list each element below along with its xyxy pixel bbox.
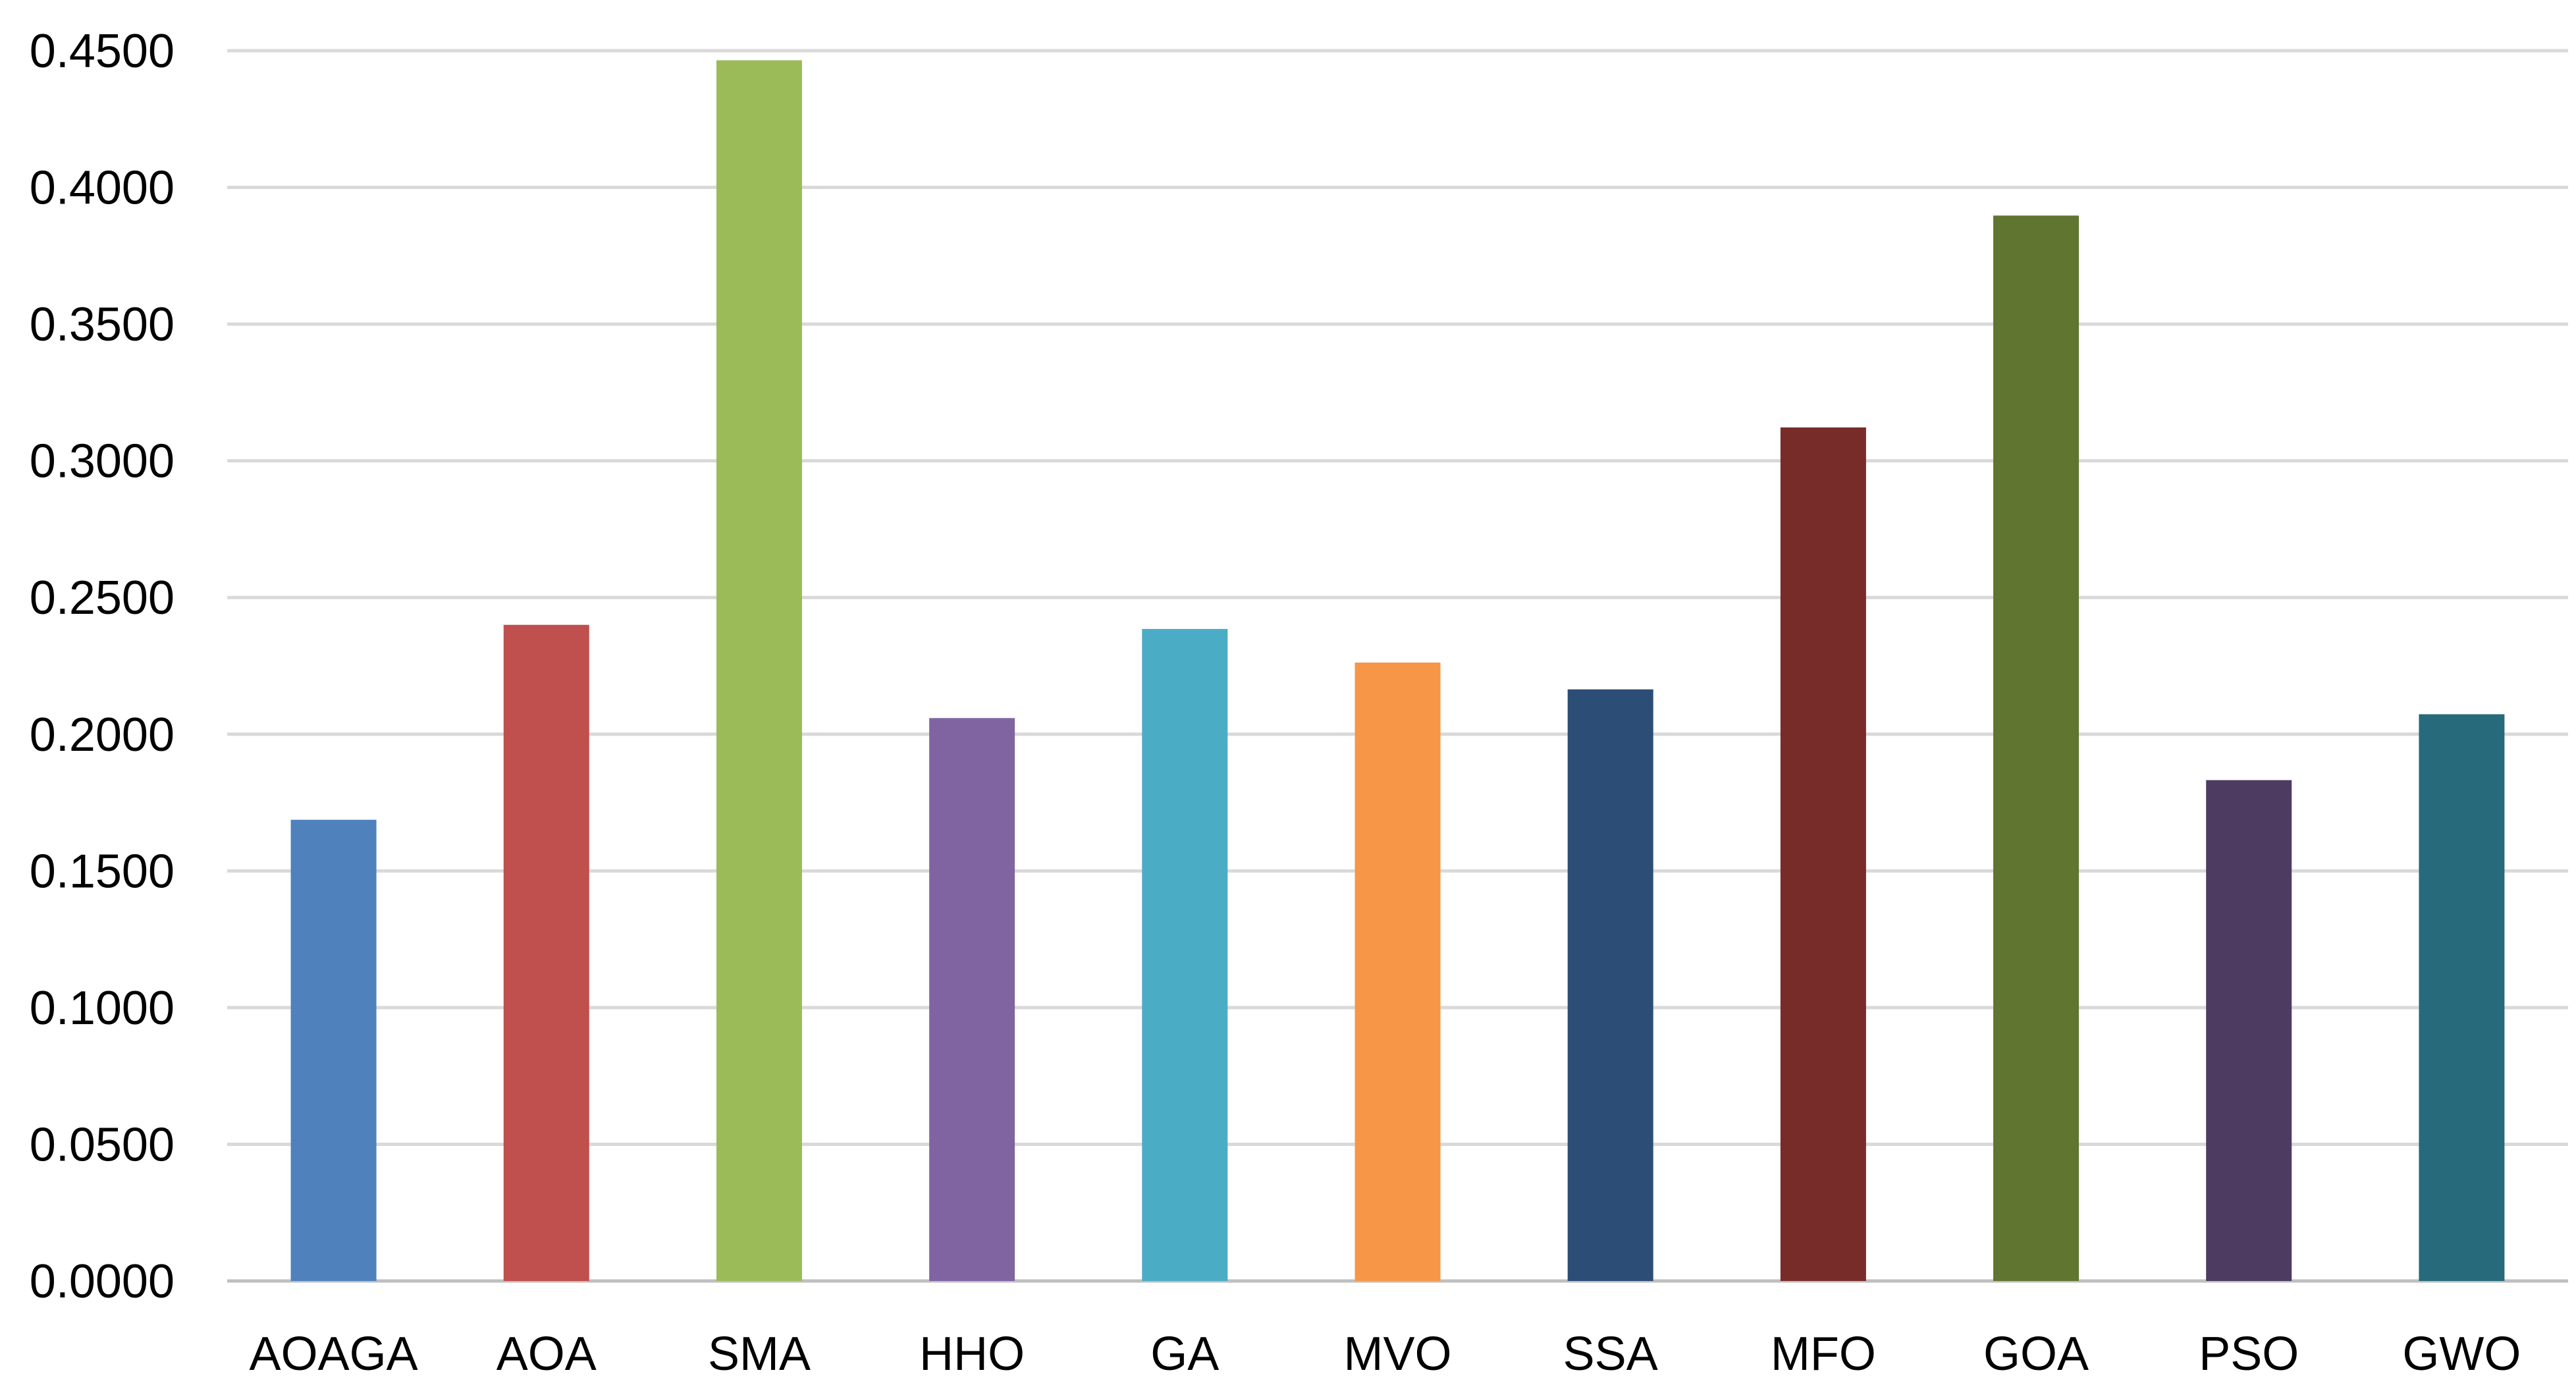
x-tick-label: GOA xyxy=(1983,1328,2089,1380)
bar-mvo xyxy=(1355,663,1441,1281)
bar-aoa xyxy=(503,624,589,1281)
bar-hho xyxy=(929,718,1015,1281)
y-tick-label: 0.4000 xyxy=(30,162,174,215)
y-tick-label: 0.3000 xyxy=(30,435,174,488)
x-tick-label: PSO xyxy=(2199,1328,2299,1380)
bar-ssa xyxy=(1567,689,1653,1281)
x-tick-label: GWO xyxy=(2402,1328,2521,1380)
x-tick-label: GA xyxy=(1150,1328,1219,1380)
y-tick-label: 0.2500 xyxy=(30,572,174,624)
y-tick-label: 0.1000 xyxy=(30,982,174,1035)
bar-gwo xyxy=(2419,714,2505,1281)
y-tick-label: 0.4500 xyxy=(30,25,174,78)
y-tick-label: 0.2000 xyxy=(30,709,174,761)
x-tick-label: SMA xyxy=(708,1328,811,1380)
bars xyxy=(290,60,2505,1281)
x-tick-label: MVO xyxy=(1343,1328,1451,1380)
x-tick-label: AOAGA xyxy=(250,1328,418,1380)
y-tick-label: 0.1500 xyxy=(30,845,174,898)
x-tick-label: MFO xyxy=(1771,1328,1876,1380)
y-axis-tick-labels: 0.0000 0.0500 0.1000 0.1500 0.2000 0.2500 0.30… xyxy=(30,25,174,1308)
y-tick-label: 0.0000 xyxy=(30,1255,174,1308)
x-axis-tick-labels: AOAGA AOA SMA HHO GA MVO SSA MFO GOA PSO GWO xyxy=(250,1328,2521,1380)
bar-pso xyxy=(2206,780,2292,1281)
x-tick-label: HHO xyxy=(919,1328,1025,1380)
bar-goa xyxy=(1993,215,2080,1281)
x-tick-label: AOA xyxy=(496,1328,597,1380)
y-tick-label: 0.3500 xyxy=(30,298,174,351)
x-tick-label: SSA xyxy=(1563,1328,1658,1380)
y-tick-label: 0.0500 xyxy=(30,1118,174,1171)
bar-aoaga xyxy=(290,819,377,1281)
bar-ga xyxy=(1142,628,1228,1281)
bar-sma xyxy=(716,60,802,1281)
bar-mfo xyxy=(1780,427,1866,1281)
